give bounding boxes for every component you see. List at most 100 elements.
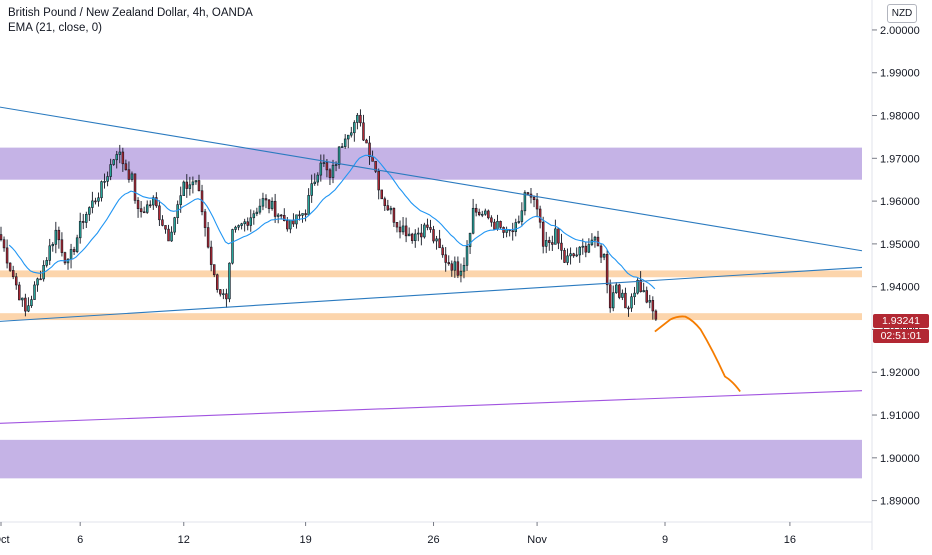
candle-body (325, 162, 329, 171)
candle-body (112, 159, 115, 165)
y-tick-label: 1.91000 (880, 410, 920, 422)
candle-body (359, 114, 362, 124)
ema-line[interactable] (8, 154, 656, 290)
candle-body (456, 261, 460, 276)
trendline-2[interactable] (0, 390, 863, 424)
currency-button[interactable]: NZD (887, 4, 917, 23)
candle-body (346, 134, 350, 140)
candle-body (450, 263, 454, 271)
candle-body (447, 262, 450, 265)
candle-body (395, 222, 399, 228)
candle-body (136, 200, 140, 209)
x-tick-label: 26 (427, 534, 439, 546)
candle-body (161, 219, 164, 226)
symbol-title: British Pound / New Zealand Dollar, 4h, … (8, 7, 253, 19)
candle-body (182, 181, 186, 196)
trendline-0[interactable] (0, 106, 863, 252)
zone-3[interactable] (0, 439, 862, 479)
candle-body (39, 278, 42, 281)
candle-body (57, 229, 61, 241)
y-tick-label: 1.98000 (880, 111, 920, 123)
x-tick-label: 12 (178, 534, 190, 546)
candle-body (109, 164, 112, 177)
candle-body (78, 221, 82, 239)
candle-body (18, 284, 21, 301)
candle-body (264, 198, 268, 201)
candle-body (407, 233, 411, 237)
candle-body (225, 293, 228, 300)
candle-body (328, 169, 332, 178)
projection-path[interactable] (654, 315, 741, 393)
candle-body (310, 183, 313, 196)
candle-body (270, 200, 274, 209)
candle-body (484, 210, 487, 215)
candle-body (356, 114, 359, 123)
candle-body (133, 173, 137, 201)
candle-body (304, 213, 307, 216)
candle-body (97, 197, 100, 202)
candle-body (511, 230, 514, 233)
candle-body (599, 245, 603, 258)
candle-body (69, 249, 73, 260)
candle-body (630, 296, 633, 309)
candle-body (91, 200, 94, 208)
candle-body (365, 139, 368, 144)
y-tick-label: 1.96000 (880, 196, 920, 208)
candle-body (645, 290, 648, 303)
candle-body (563, 250, 566, 263)
candle-body (158, 205, 161, 221)
candle-body (548, 240, 551, 243)
candle-body (222, 293, 225, 296)
candle-body (173, 217, 176, 233)
candle-body (142, 211, 146, 214)
candle-body (648, 300, 652, 303)
candle-body (350, 132, 353, 136)
candle-body (493, 221, 496, 230)
candle-body (593, 236, 597, 241)
candle-body (130, 173, 134, 180)
candle-body (621, 292, 624, 298)
indicator-label[interactable]: EMA (21, close, 0) (8, 22, 102, 34)
candle-body (267, 199, 271, 209)
candle-body (319, 162, 323, 176)
candle-body (33, 284, 36, 300)
candle-body (417, 232, 420, 235)
candle-body (410, 233, 414, 241)
candle-body (185, 181, 189, 189)
candle-body (560, 242, 563, 251)
candle-body (389, 207, 393, 211)
candle-body (566, 255, 569, 263)
candle-body (343, 138, 347, 147)
candle-body (24, 297, 27, 312)
candle-body (30, 299, 33, 307)
candle-body (289, 219, 292, 230)
candle-body (572, 253, 575, 257)
trendline-1[interactable] (0, 266, 863, 322)
candle-body (636, 279, 639, 294)
candle-body (575, 254, 578, 257)
candle-body (651, 300, 655, 312)
zone-2[interactable] (0, 313, 862, 321)
candle-body (554, 228, 557, 245)
candle-body (423, 224, 426, 238)
candle-body (155, 197, 158, 207)
candle-body (237, 225, 240, 228)
candle-body (581, 245, 585, 248)
candle-body (414, 233, 417, 241)
candle-body (75, 237, 79, 252)
candle-body (276, 214, 280, 217)
candle-body (103, 181, 106, 183)
candle-body (106, 176, 109, 182)
candle-body (362, 122, 365, 141)
candle-body (587, 244, 591, 253)
candle-body (27, 305, 30, 312)
candle-body (8, 262, 12, 271)
candle-body (307, 195, 310, 216)
candle-body (569, 253, 572, 257)
candle-body (471, 207, 475, 234)
x-tick-label: Nov (527, 534, 547, 546)
zone-1[interactable] (0, 270, 862, 278)
zone-0[interactable] (0, 147, 862, 180)
